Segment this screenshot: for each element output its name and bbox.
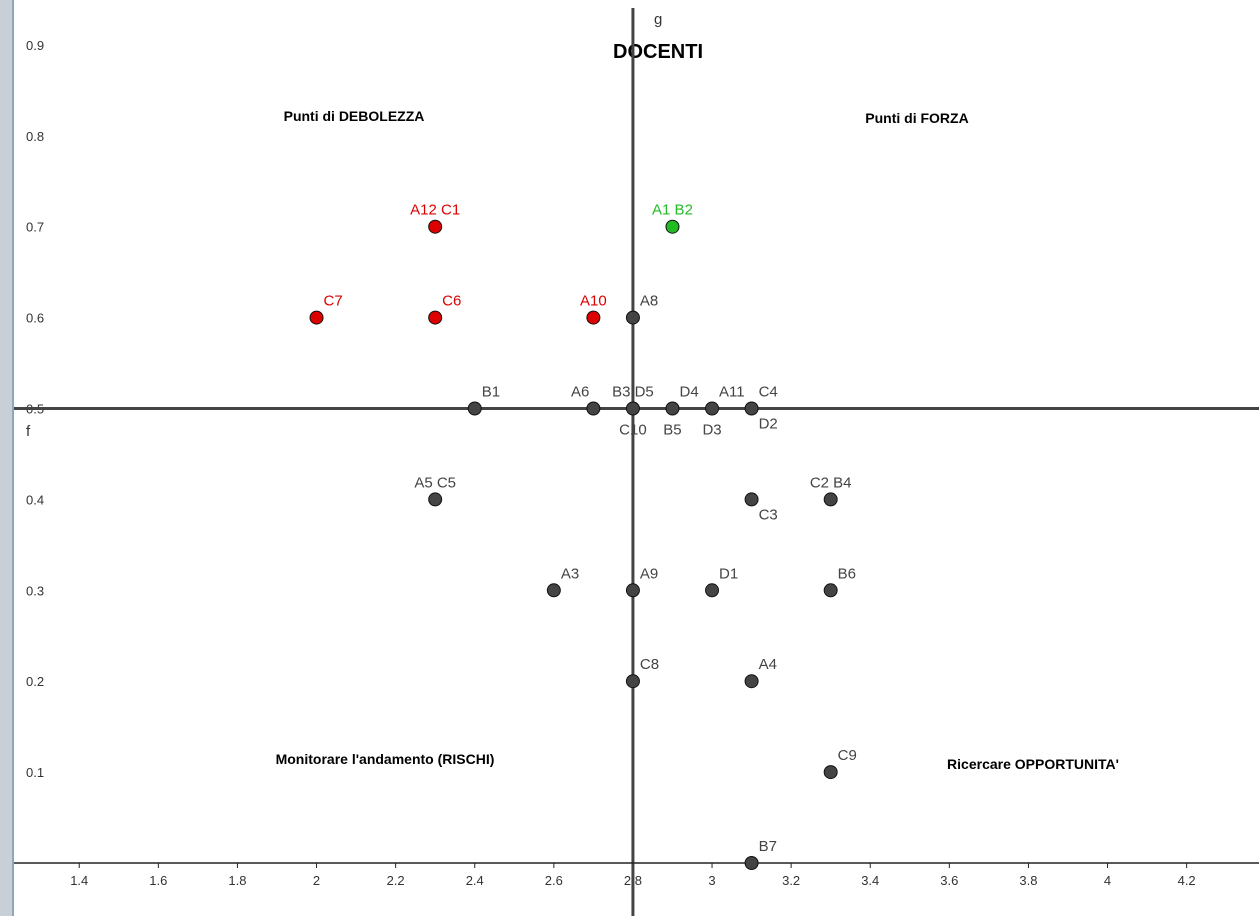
x-tick-label: 4.2	[1178, 873, 1196, 888]
x-tick-label: 2.6	[545, 873, 563, 888]
point-label: C9	[838, 747, 857, 764]
y-tick-label: 0.2	[26, 674, 44, 689]
point-label: B3 D5	[612, 384, 654, 401]
x-tick-label: 3.4	[861, 873, 879, 888]
data-point	[705, 583, 720, 598]
point-label: B1	[482, 384, 500, 401]
point-label: C8	[640, 656, 659, 673]
data-point	[744, 674, 759, 689]
data-point	[586, 401, 601, 416]
data-point	[586, 310, 601, 325]
data-point	[428, 492, 443, 507]
quadrant-label-top-right: Punti di FORZA	[865, 110, 968, 126]
data-point	[744, 401, 759, 416]
x-tick-label: 3.6	[940, 873, 958, 888]
point-label: C10	[619, 422, 647, 439]
y-tick-label: 0.8	[26, 129, 44, 144]
point-label: B6	[838, 565, 856, 582]
point-label: C6	[442, 293, 461, 310]
point-label: C7	[324, 293, 343, 310]
x-tick-label: 3	[708, 873, 715, 888]
x-tick-label: 2.4	[466, 873, 484, 888]
window-left-border	[0, 0, 14, 916]
x-tick-label: 1.6	[149, 873, 167, 888]
data-point	[625, 583, 640, 598]
quadrant-label-bottom-left: Monitorare l'andamento (RISCHI)	[276, 751, 495, 767]
point-label: B7	[759, 838, 777, 855]
data-point	[625, 674, 640, 689]
data-point	[823, 492, 838, 507]
y-tick-label: 0.7	[26, 220, 44, 235]
data-point	[744, 856, 759, 870]
quadrant-label-bottom-right: Ricercare OPPORTUNITA'	[947, 756, 1119, 772]
x-axis-name: f	[26, 423, 31, 440]
point-label: A5 C5	[414, 474, 456, 491]
data-point	[428, 310, 443, 325]
y-tick-label: 0.9	[26, 38, 44, 53]
x-tick-label: 1.4	[70, 873, 88, 888]
point-label: C3	[759, 506, 778, 523]
point-label: A8	[640, 293, 658, 310]
point-label: A9	[640, 565, 658, 582]
point-label: D2	[759, 416, 778, 433]
point-label: A3	[561, 565, 579, 582]
data-point	[428, 219, 443, 234]
data-point	[546, 583, 561, 598]
data-point	[309, 310, 324, 325]
x-tick-label: 4	[1104, 873, 1111, 888]
point-label: A6	[571, 384, 589, 401]
data-point	[705, 401, 720, 416]
quadrant-label-top-left: Punti di DEBOLEZZA	[284, 108, 425, 124]
point-label: A12 C1	[410, 202, 460, 219]
data-point	[823, 583, 838, 598]
point-label: A4	[759, 656, 777, 673]
point-label: D4	[679, 384, 698, 401]
data-point	[625, 310, 640, 325]
y-tick-label: 0.3	[26, 583, 44, 598]
y-tick-label: 0.1	[26, 765, 44, 780]
data-point	[823, 765, 838, 780]
point-label: A1 B2	[652, 202, 693, 219]
x-tick-label: 3.2	[782, 873, 800, 888]
x-tick-label: 1.8	[228, 873, 246, 888]
y-tick-label: 0.6	[26, 311, 44, 326]
y-axis-name: g	[654, 11, 662, 28]
chart-title: DOCENTI	[613, 41, 703, 63]
y-tick-label: 0.4	[26, 492, 44, 507]
point-label: D1	[719, 565, 738, 582]
data-point	[665, 219, 680, 234]
data-point	[467, 401, 482, 416]
point-label: C2 B4	[810, 474, 852, 491]
x-tick-label: 2.2	[387, 873, 405, 888]
x-tick-label: 2	[313, 873, 320, 888]
point-label: B5	[663, 422, 681, 439]
x-tick-label: 3.8	[1019, 873, 1037, 888]
data-point	[625, 401, 640, 416]
data-point	[744, 492, 759, 507]
data-point	[665, 401, 680, 416]
point-label: A11	[719, 384, 745, 401]
point-label: D3	[702, 422, 721, 439]
point-label: C4	[759, 384, 778, 401]
point-label: A10	[580, 293, 607, 310]
